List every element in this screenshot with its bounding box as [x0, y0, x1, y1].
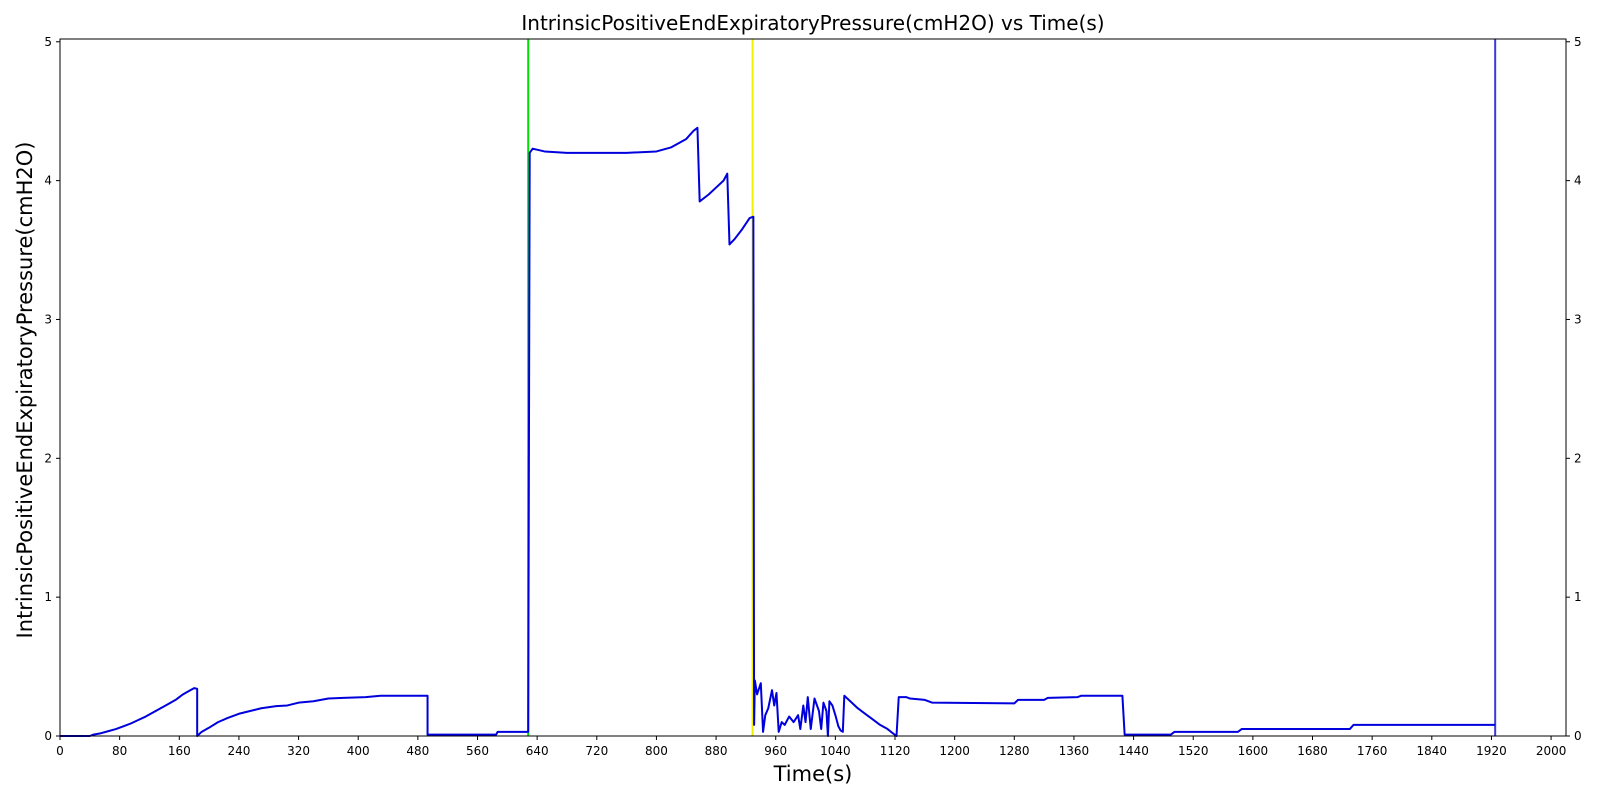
- x-tick-label: 800: [645, 744, 668, 758]
- x-axis-ticks: 0 80 160 240 320 400 480 560 640 720 800 880 960 1040…: [56, 736, 1566, 758]
- y-tick-label: 1: [44, 590, 52, 604]
- x-tick-label: 1360: [1059, 744, 1090, 758]
- plot-frame: [59, 38, 1567, 737]
- x-tick-label: 160: [168, 744, 191, 758]
- right-y-tick-label: 0: [1574, 729, 1582, 743]
- x-tick-label: 1120: [880, 744, 911, 758]
- x-tick-label: 560: [466, 744, 489, 758]
- x-tick-label: 480: [406, 744, 429, 758]
- x-tick-label: 1840: [1417, 744, 1448, 758]
- x-tick-label: 880: [705, 744, 728, 758]
- x-tick-label: 320: [287, 744, 310, 758]
- right-y-tick-label: 4: [1574, 174, 1582, 188]
- chart-title: IntrinsicPositiveEndExpiratoryPressure(c…: [521, 11, 1104, 35]
- x-tick-label: 240: [227, 744, 250, 758]
- x-tick-label: 1440: [1118, 744, 1149, 758]
- vertical-markers: [527, 39, 1497, 736]
- y-axis-label: IntrinsicPositiveEndExpiratoryPressure(c…: [13, 142, 37, 639]
- right-y-tick-label: 2: [1574, 451, 1582, 465]
- x-tick-label: 1600: [1238, 744, 1269, 758]
- right-y-axis-ticks: 0 1 2 3 4 5: [1566, 35, 1582, 743]
- x-axis-label: Time(s): [773, 762, 853, 786]
- right-y-tick-label: 1: [1574, 590, 1582, 604]
- x-tick-label: 1200: [939, 744, 970, 758]
- y-axis-ticks: 0 1 2 3 4 5: [44, 35, 60, 743]
- series-layer: [60, 126, 1496, 737]
- x-tick-label: 80: [112, 744, 127, 758]
- x-tick-label: 0: [56, 744, 64, 758]
- x-tick-label: 400: [347, 744, 370, 758]
- x-tick-label: 960: [764, 744, 787, 758]
- x-tick-label: 1920: [1476, 744, 1507, 758]
- x-tick-label: 1680: [1297, 744, 1328, 758]
- y-tick-label: 5: [44, 35, 52, 49]
- y-tick-label: 2: [44, 451, 52, 465]
- x-tick-label: 2000: [1536, 744, 1567, 758]
- x-tick-label: 640: [526, 744, 549, 758]
- y-tick-label: 3: [44, 312, 52, 326]
- y-tick-label: 0: [44, 729, 52, 743]
- x-tick-label: 1520: [1178, 744, 1209, 758]
- x-tick-label: 720: [585, 744, 608, 758]
- right-y-tick-label: 3: [1574, 312, 1582, 326]
- x-tick-label: 1760: [1357, 744, 1388, 758]
- x-tick-label: 1280: [999, 744, 1030, 758]
- x-tick-label: 1040: [820, 744, 851, 758]
- y-tick-label: 4: [44, 174, 52, 188]
- right-y-tick-label: 5: [1574, 35, 1582, 49]
- series-line-0: [60, 126, 1496, 737]
